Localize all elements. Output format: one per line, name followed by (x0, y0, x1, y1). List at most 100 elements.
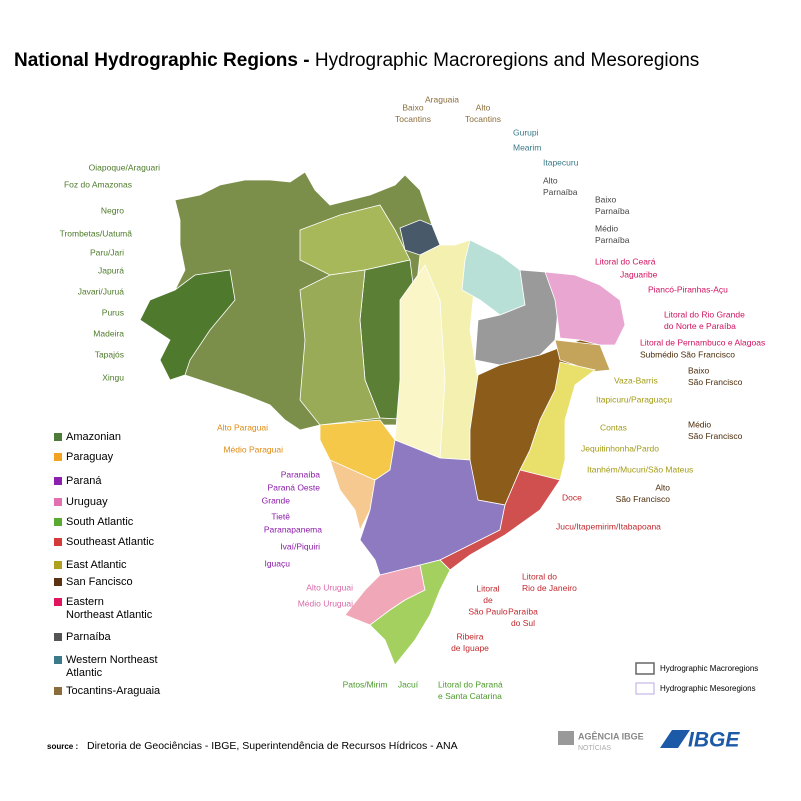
map-label: Baixo (688, 365, 710, 375)
map-label: Baixo (402, 102, 424, 112)
title-bold: National Hydrographic Regions - (14, 50, 310, 71)
legend-label: Southeast Atlantic (66, 536, 155, 548)
legend-label: Tocantins-Araguaia (66, 685, 161, 697)
map-label: Oiapoque/Araguari (89, 162, 160, 172)
key-label: Hydrographic Mesoregions (660, 684, 756, 693)
legend-label: Western Northeast (66, 654, 158, 666)
southeast-atlantic (439, 469, 561, 571)
map-label: Purus (102, 307, 124, 317)
map-label: Litoral (476, 583, 499, 593)
map-label: Jacuí (398, 679, 419, 689)
map-label: Javari/Juruá (78, 286, 125, 296)
title: National Hydrographic Regions - Hydrogra… (14, 50, 699, 71)
map-label: Japurá (98, 265, 124, 275)
legend-swatch (54, 433, 62, 441)
map-label: Alto (476, 102, 491, 112)
map-label: Paraíba (508, 606, 538, 616)
map-label: Litoral do Rio Grande (664, 309, 745, 319)
legend-label: Northeast Atlantic (66, 609, 153, 621)
map-label: Jucu/Itapemirim/Itabapoana (556, 521, 661, 531)
legend-swatch (54, 538, 62, 546)
legend-swatch (54, 498, 62, 506)
map-label: Litoral de Pernambuco e Alagoas (640, 337, 765, 347)
map-label: Negro (101, 205, 124, 215)
map-label: Jequitinhonha/Pardo (581, 443, 659, 453)
map-label: Submédio São Francisco (640, 349, 735, 359)
map-label: São Paulo (468, 606, 507, 616)
map-label: Tocantins (395, 114, 431, 124)
map-label: Grande (262, 495, 291, 505)
map-label: Tietê (271, 511, 290, 521)
map-label: Madeira (93, 328, 124, 338)
legend-label: San Fancisco (66, 576, 133, 588)
source-label: source : (47, 742, 78, 751)
map-label: do Norte e Paraíba (664, 321, 736, 331)
legend-label: Parnaíba (66, 631, 112, 643)
map-label: Parnaíba (595, 206, 630, 216)
boundary-key: Hydrographic Macroregions Hydrographic M… (635, 662, 758, 695)
map-label: Médio (688, 419, 711, 429)
legend-swatch (54, 656, 62, 664)
map-label: Paranaíba (281, 469, 320, 479)
legend-label: East Atlantic (66, 559, 127, 571)
map-label: Parnaíba (543, 187, 578, 197)
map-label: São Francisco (616, 494, 671, 504)
map-label: Tocantins (465, 114, 501, 124)
map-label: e Santa Catarina (438, 691, 502, 701)
meso-swatch (635, 682, 655, 695)
map-label: Litoral do (522, 571, 557, 581)
map-label: Contas (600, 422, 627, 432)
map-label: Médio Paraguai (223, 444, 283, 454)
ibge-icon (660, 730, 690, 748)
map-label: Itapecuru (543, 157, 579, 167)
map-label: Foz do Amazonas (64, 179, 132, 189)
map-label: Baixo (595, 194, 617, 204)
map-label: Paraná Oeste (268, 482, 321, 492)
map-label: Alto Uruguai (306, 582, 353, 592)
map-label: Piancó-Piranhas-Açu (648, 284, 728, 294)
legend-swatch (54, 518, 62, 526)
map-label: de Iguape (451, 643, 489, 653)
legend-swatch (54, 633, 62, 641)
map-label: Iguaçu (264, 558, 290, 568)
legend-label: Paraguay (66, 451, 114, 463)
map (139, 171, 626, 666)
map-label: Itapicuru/Paraguaçu (596, 394, 672, 404)
title-rest: Hydrographic Macroregions and Mesoregion… (315, 50, 699, 71)
agencia-logo: AGÊNCIA IBGE (578, 730, 644, 741)
map-label: Litoral do Ceará (595, 256, 656, 266)
ibge-logo: IBGE (688, 729, 740, 752)
legend-swatch (54, 561, 62, 569)
map-label: Gurupi (513, 127, 539, 137)
map-label: São Francisco (688, 377, 743, 387)
legend-swatch (54, 687, 62, 695)
madeira-west (139, 269, 236, 381)
map-label: Tapajós (95, 349, 124, 359)
map-label: Paru/Jari (90, 247, 124, 257)
map-label: Araguaia (425, 94, 459, 104)
map-label: Litoral do Paraná (438, 679, 503, 689)
logos: AGÊNCIA IBGE NOTÍCIAS IBGE (558, 729, 740, 752)
map-label: Parnaíba (595, 235, 630, 245)
map-label: Mearim (513, 142, 541, 152)
map-label: Vaza-Barris (614, 375, 658, 385)
eastern-ne (544, 271, 626, 346)
legend-swatch (54, 578, 62, 586)
south-atlantic (369, 559, 451, 666)
map-label: Itanhém/Mucuri/São Mateus (587, 464, 693, 474)
map-label: Doce (562, 492, 582, 502)
map-label: Médio Uruguai (298, 598, 353, 608)
source-text: Diretoria de Geociências - IBGE, Superin… (87, 740, 458, 752)
macro-swatch (635, 662, 655, 675)
map-label: São Francisco (688, 431, 743, 441)
legend-swatch (54, 453, 62, 461)
map-label: Ribeira (457, 631, 484, 641)
key-label: Hydrographic Macroregions (660, 664, 758, 673)
legend-label: South Atlantic (66, 516, 134, 528)
map-label: Trombetas/Uatumã (60, 228, 133, 238)
legend-swatch (54, 598, 62, 606)
map-label: Jaguaribe (620, 269, 658, 279)
legend-label: Paraná (66, 475, 102, 487)
legend-label: Uruguay (66, 496, 108, 508)
